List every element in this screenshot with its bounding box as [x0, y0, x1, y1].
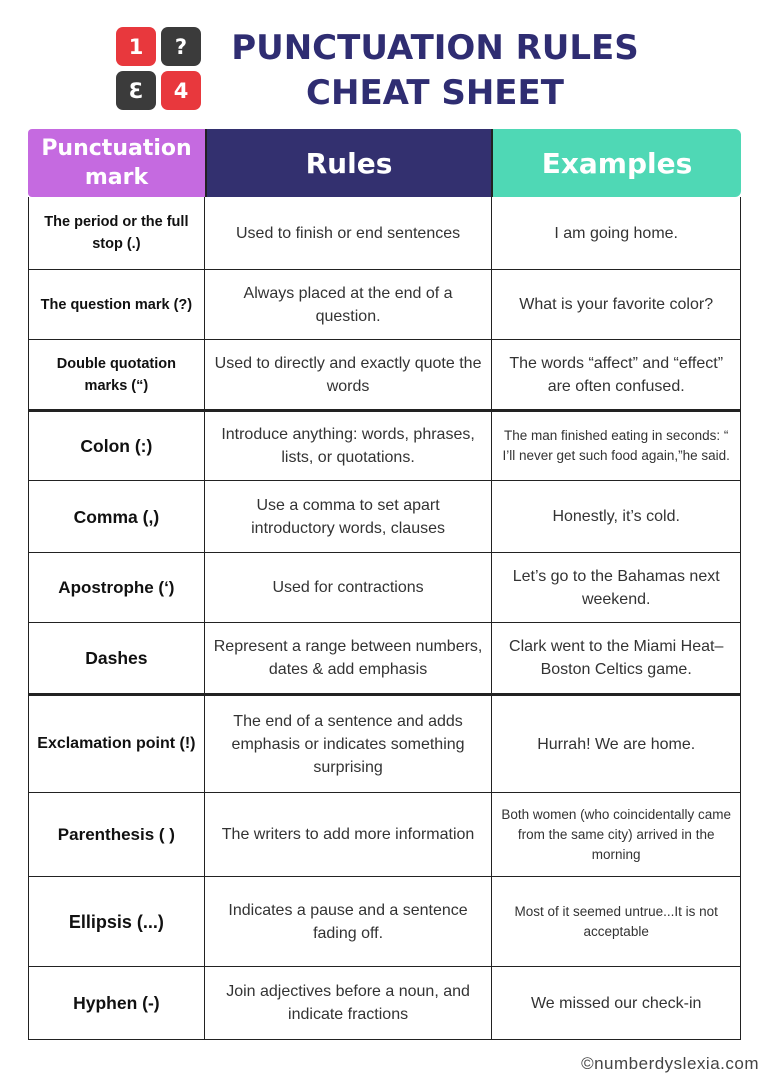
rule-cell: Used for contractions: [205, 553, 493, 622]
rule-cell: Used to directly and exactly quote the w…: [205, 340, 493, 409]
rule-cell: Join adjectives before a noun, and indic…: [205, 967, 493, 1039]
mark-cell: Hyphen (-): [29, 967, 205, 1039]
example-cell: What is your favorite color?: [519, 296, 714, 313]
mark-cell: The question mark (?): [29, 270, 205, 339]
rule-cell: The end of a sentence and adds emphasis …: [205, 696, 493, 792]
mark-cell: Apostrophe (‘): [29, 553, 205, 622]
example-cell: The words “affect” and “effect” are ofte…: [509, 354, 724, 395]
page-title: PUNCTUATION RULES CHEAT SHEET: [205, 26, 665, 116]
mark-cell: Parenthesis ( ): [29, 793, 205, 876]
logo-tile: Ɛ: [116, 71, 156, 110]
table-row: Parenthesis ( ) The writers to add more i…: [28, 793, 741, 877]
table-row: Apostrophe (‘) Used for contractions Let’s…: [28, 553, 741, 623]
footer-credit: ©numberdyslexia.com: [581, 1054, 759, 1073]
table-row: Comma (,) Use a comma to set apart introd…: [28, 481, 741, 553]
table-row: The period or the full stop (.) Used to f…: [28, 197, 741, 270]
rule-cell: Indicates a pause and a sentence fading …: [205, 877, 493, 966]
table-row: Exclamation point (!) The end of a senten…: [28, 696, 741, 793]
mark-cell: Exclamation point (!): [29, 696, 205, 792]
example-cell: We missed our check-in: [530, 994, 702, 1012]
rule-cell: Introduce anything: words, phrases, list…: [205, 412, 493, 480]
header-examples: Examples: [493, 129, 741, 197]
mark-cell: Ellipsis (...): [29, 877, 205, 966]
mark-cell: Double quotation marks (“): [29, 340, 205, 409]
example-cell: Clark went to the Miami Heat–Boston Celt…: [509, 638, 724, 678]
mark-cell: The period or the full stop (.): [29, 197, 205, 269]
rule-cell: Used to finish or end sentences: [205, 197, 493, 269]
title-line-2: CHEAT SHEET: [306, 73, 564, 113]
rule-cell: Always placed at the end of a question.: [205, 270, 493, 339]
table-row: Hyphen (-) Join adjectives before a noun,…: [28, 967, 741, 1040]
example-cell: I am going home.: [554, 224, 678, 242]
example-cell: Most of it seemed untrue...It is not acc…: [514, 903, 718, 939]
header-rules: Rules: [205, 129, 493, 197]
header-punctuation-mark: Punctuation mark: [28, 129, 205, 197]
example-cell: Let’s go to the Bahamas next weekend.: [512, 567, 720, 608]
example-cell: The man finished eating in seconds: “ I’…: [502, 428, 730, 463]
rule-cell: Use a comma to set apart introductory wo…: [205, 481, 493, 552]
table-row: Ellipsis (...) Indicates a pause and a se…: [28, 877, 741, 967]
rule-cell: The writers to add more information: [205, 793, 493, 876]
table-row: The question mark (?) Always placed at th…: [28, 270, 741, 340]
example-cell: Hurrah! We are home.: [537, 735, 696, 753]
logo-tile: ?: [161, 27, 201, 66]
table-row: Colon (:) Introduce anything: words, phra…: [28, 412, 741, 481]
cheat-sheet-table: Punctuation mark Rules Examples The peri…: [28, 129, 759, 1074]
table-header: Punctuation mark Rules Examples: [28, 129, 741, 197]
rule-cell: Represent a range between numbers, dates…: [205, 623, 493, 693]
logo: 1 ? Ɛ 4: [116, 27, 202, 111]
mark-cell: Colon (:): [29, 412, 205, 480]
example-cell: Both women (who coincidentally came from…: [501, 806, 731, 862]
example-cell: Honestly, it’s cold.: [552, 508, 680, 525]
table-row: Dashes Represent a range between numbers,…: [28, 623, 741, 696]
title-line-1: PUNCTUATION RULES: [231, 28, 639, 68]
mark-cell: Comma (,): [29, 481, 205, 552]
mark-cell: Dashes: [29, 623, 205, 693]
table-row: Double quotation marks (“) Used to direct…: [28, 340, 741, 412]
logo-tile: 1: [116, 27, 156, 66]
logo-tile: 4: [161, 71, 201, 110]
